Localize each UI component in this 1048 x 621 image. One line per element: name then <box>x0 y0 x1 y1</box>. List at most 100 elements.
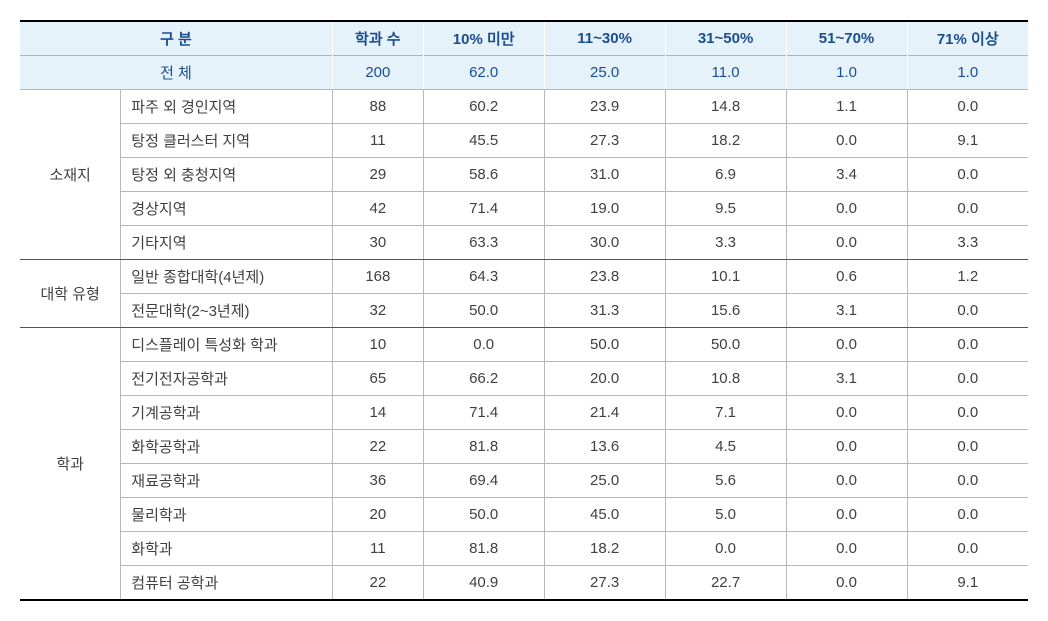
table-row: 재료공학과3669.425.05.60.00.0 <box>20 464 1028 498</box>
col-lt10: 10% 미만 <box>423 21 544 56</box>
cell-p51_70: 1.1 <box>786 90 907 124</box>
cell-p51_70: 0.0 <box>786 532 907 566</box>
cell-lt10: 71.4 <box>423 396 544 430</box>
cell-p31_50: 10.8 <box>665 362 786 396</box>
cell-p11_30: 20.0 <box>544 362 665 396</box>
total-51-70: 1.0 <box>786 56 907 90</box>
cell-p31_50: 15.6 <box>665 294 786 328</box>
cell-p11_30: 45.0 <box>544 498 665 532</box>
table-row: 화학과1181.818.20.00.00.0 <box>20 532 1028 566</box>
cell-p31_50: 50.0 <box>665 328 786 362</box>
cell-gt71: 0.0 <box>907 328 1028 362</box>
row-label: 전기전자공학과 <box>121 362 333 396</box>
cell-dept_count: 11 <box>332 124 423 158</box>
cell-p51_70: 3.1 <box>786 362 907 396</box>
cell-dept_count: 14 <box>332 396 423 430</box>
cell-p31_50: 22.7 <box>665 566 786 601</box>
cell-p11_30: 19.0 <box>544 192 665 226</box>
cell-p11_30: 25.0 <box>544 464 665 498</box>
table-row: 전문대학(2~3년제)3250.031.315.63.10.0 <box>20 294 1028 328</box>
cell-lt10: 69.4 <box>423 464 544 498</box>
row-label: 일반 종합대학(4년제) <box>121 260 333 294</box>
total-dept-count: 200 <box>332 56 423 90</box>
cell-lt10: 64.3 <box>423 260 544 294</box>
table-row: 대학 유형일반 종합대학(4년제)16864.323.810.10.61.2 <box>20 260 1028 294</box>
col-gt71: 71% 이상 <box>907 21 1028 56</box>
total-11-30: 25.0 <box>544 56 665 90</box>
cell-gt71: 0.0 <box>907 430 1028 464</box>
col-category: 구 분 <box>20 21 332 56</box>
cell-gt71: 0.0 <box>907 90 1028 124</box>
cell-p11_30: 18.2 <box>544 532 665 566</box>
row-label: 기계공학과 <box>121 396 333 430</box>
table-row: 학과디스플레이 특성화 학과100.050.050.00.00.0 <box>20 328 1028 362</box>
cell-gt71: 0.0 <box>907 532 1028 566</box>
row-label: 탕정 외 충청지역 <box>121 158 333 192</box>
row-label: 파주 외 경인지역 <box>121 90 333 124</box>
cell-gt71: 1.2 <box>907 260 1028 294</box>
cell-p11_30: 27.3 <box>544 124 665 158</box>
cell-p31_50: 4.5 <box>665 430 786 464</box>
cell-p51_70: 0.0 <box>786 124 907 158</box>
cell-lt10: 60.2 <box>423 90 544 124</box>
table-row: 물리학과2050.045.05.00.00.0 <box>20 498 1028 532</box>
table-body: 전 체 200 62.0 25.0 11.0 1.0 1.0 소재지파주 외 경… <box>20 56 1028 601</box>
row-label: 컴퓨터 공학과 <box>121 566 333 601</box>
cell-gt71: 0.0 <box>907 294 1028 328</box>
cell-p51_70: 0.0 <box>786 192 907 226</box>
row-label: 탕정 클러스터 지역 <box>121 124 333 158</box>
total-gt71: 1.0 <box>907 56 1028 90</box>
group-label: 대학 유형 <box>20 260 121 328</box>
cell-dept_count: 168 <box>332 260 423 294</box>
cell-dept_count: 29 <box>332 158 423 192</box>
cell-p31_50: 7.1 <box>665 396 786 430</box>
cell-p51_70: 0.0 <box>786 566 907 601</box>
row-label: 화학공학과 <box>121 430 333 464</box>
cell-p11_30: 21.4 <box>544 396 665 430</box>
cell-p11_30: 13.6 <box>544 430 665 464</box>
table-row: 소재지파주 외 경인지역8860.223.914.81.10.0 <box>20 90 1028 124</box>
cell-gt71: 0.0 <box>907 464 1028 498</box>
cell-lt10: 58.6 <box>423 158 544 192</box>
cell-dept_count: 32 <box>332 294 423 328</box>
cell-p11_30: 30.0 <box>544 226 665 260</box>
cell-lt10: 63.3 <box>423 226 544 260</box>
data-table: 구 분 학과 수 10% 미만 11~30% 31~50% 51~70% 71%… <box>20 20 1028 601</box>
table-row: 경상지역4271.419.09.50.00.0 <box>20 192 1028 226</box>
total-label: 전 체 <box>20 56 332 90</box>
cell-p31_50: 14.8 <box>665 90 786 124</box>
cell-p31_50: 9.5 <box>665 192 786 226</box>
cell-p31_50: 0.0 <box>665 532 786 566</box>
row-label: 경상지역 <box>121 192 333 226</box>
cell-gt71: 0.0 <box>907 362 1028 396</box>
table-row: 전기전자공학과6566.220.010.83.10.0 <box>20 362 1028 396</box>
cell-p51_70: 0.0 <box>786 396 907 430</box>
cell-p31_50: 6.9 <box>665 158 786 192</box>
total-lt10: 62.0 <box>423 56 544 90</box>
table-row: 탕정 외 충청지역2958.631.06.93.40.0 <box>20 158 1028 192</box>
cell-lt10: 66.2 <box>423 362 544 396</box>
cell-p31_50: 5.0 <box>665 498 786 532</box>
cell-p11_30: 27.3 <box>544 566 665 601</box>
cell-gt71: 0.0 <box>907 498 1028 532</box>
cell-p31_50: 3.3 <box>665 226 786 260</box>
total-row: 전 체 200 62.0 25.0 11.0 1.0 1.0 <box>20 56 1028 90</box>
group-label: 소재지 <box>20 90 121 260</box>
cell-p11_30: 50.0 <box>544 328 665 362</box>
row-label: 물리학과 <box>121 498 333 532</box>
cell-lt10: 50.0 <box>423 294 544 328</box>
table-header: 구 분 학과 수 10% 미만 11~30% 31~50% 51~70% 71%… <box>20 21 1028 56</box>
cell-lt10: 71.4 <box>423 192 544 226</box>
cell-p31_50: 5.6 <box>665 464 786 498</box>
cell-p31_50: 18.2 <box>665 124 786 158</box>
cell-dept_count: 65 <box>332 362 423 396</box>
cell-p51_70: 0.0 <box>786 226 907 260</box>
row-label: 디스플레이 특성화 학과 <box>121 328 333 362</box>
cell-p31_50: 10.1 <box>665 260 786 294</box>
cell-lt10: 50.0 <box>423 498 544 532</box>
table-row: 기타지역3063.330.03.30.03.3 <box>20 226 1028 260</box>
group-label: 학과 <box>20 328 121 601</box>
cell-p51_70: 0.0 <box>786 464 907 498</box>
col-31-50: 31~50% <box>665 21 786 56</box>
row-label: 화학과 <box>121 532 333 566</box>
